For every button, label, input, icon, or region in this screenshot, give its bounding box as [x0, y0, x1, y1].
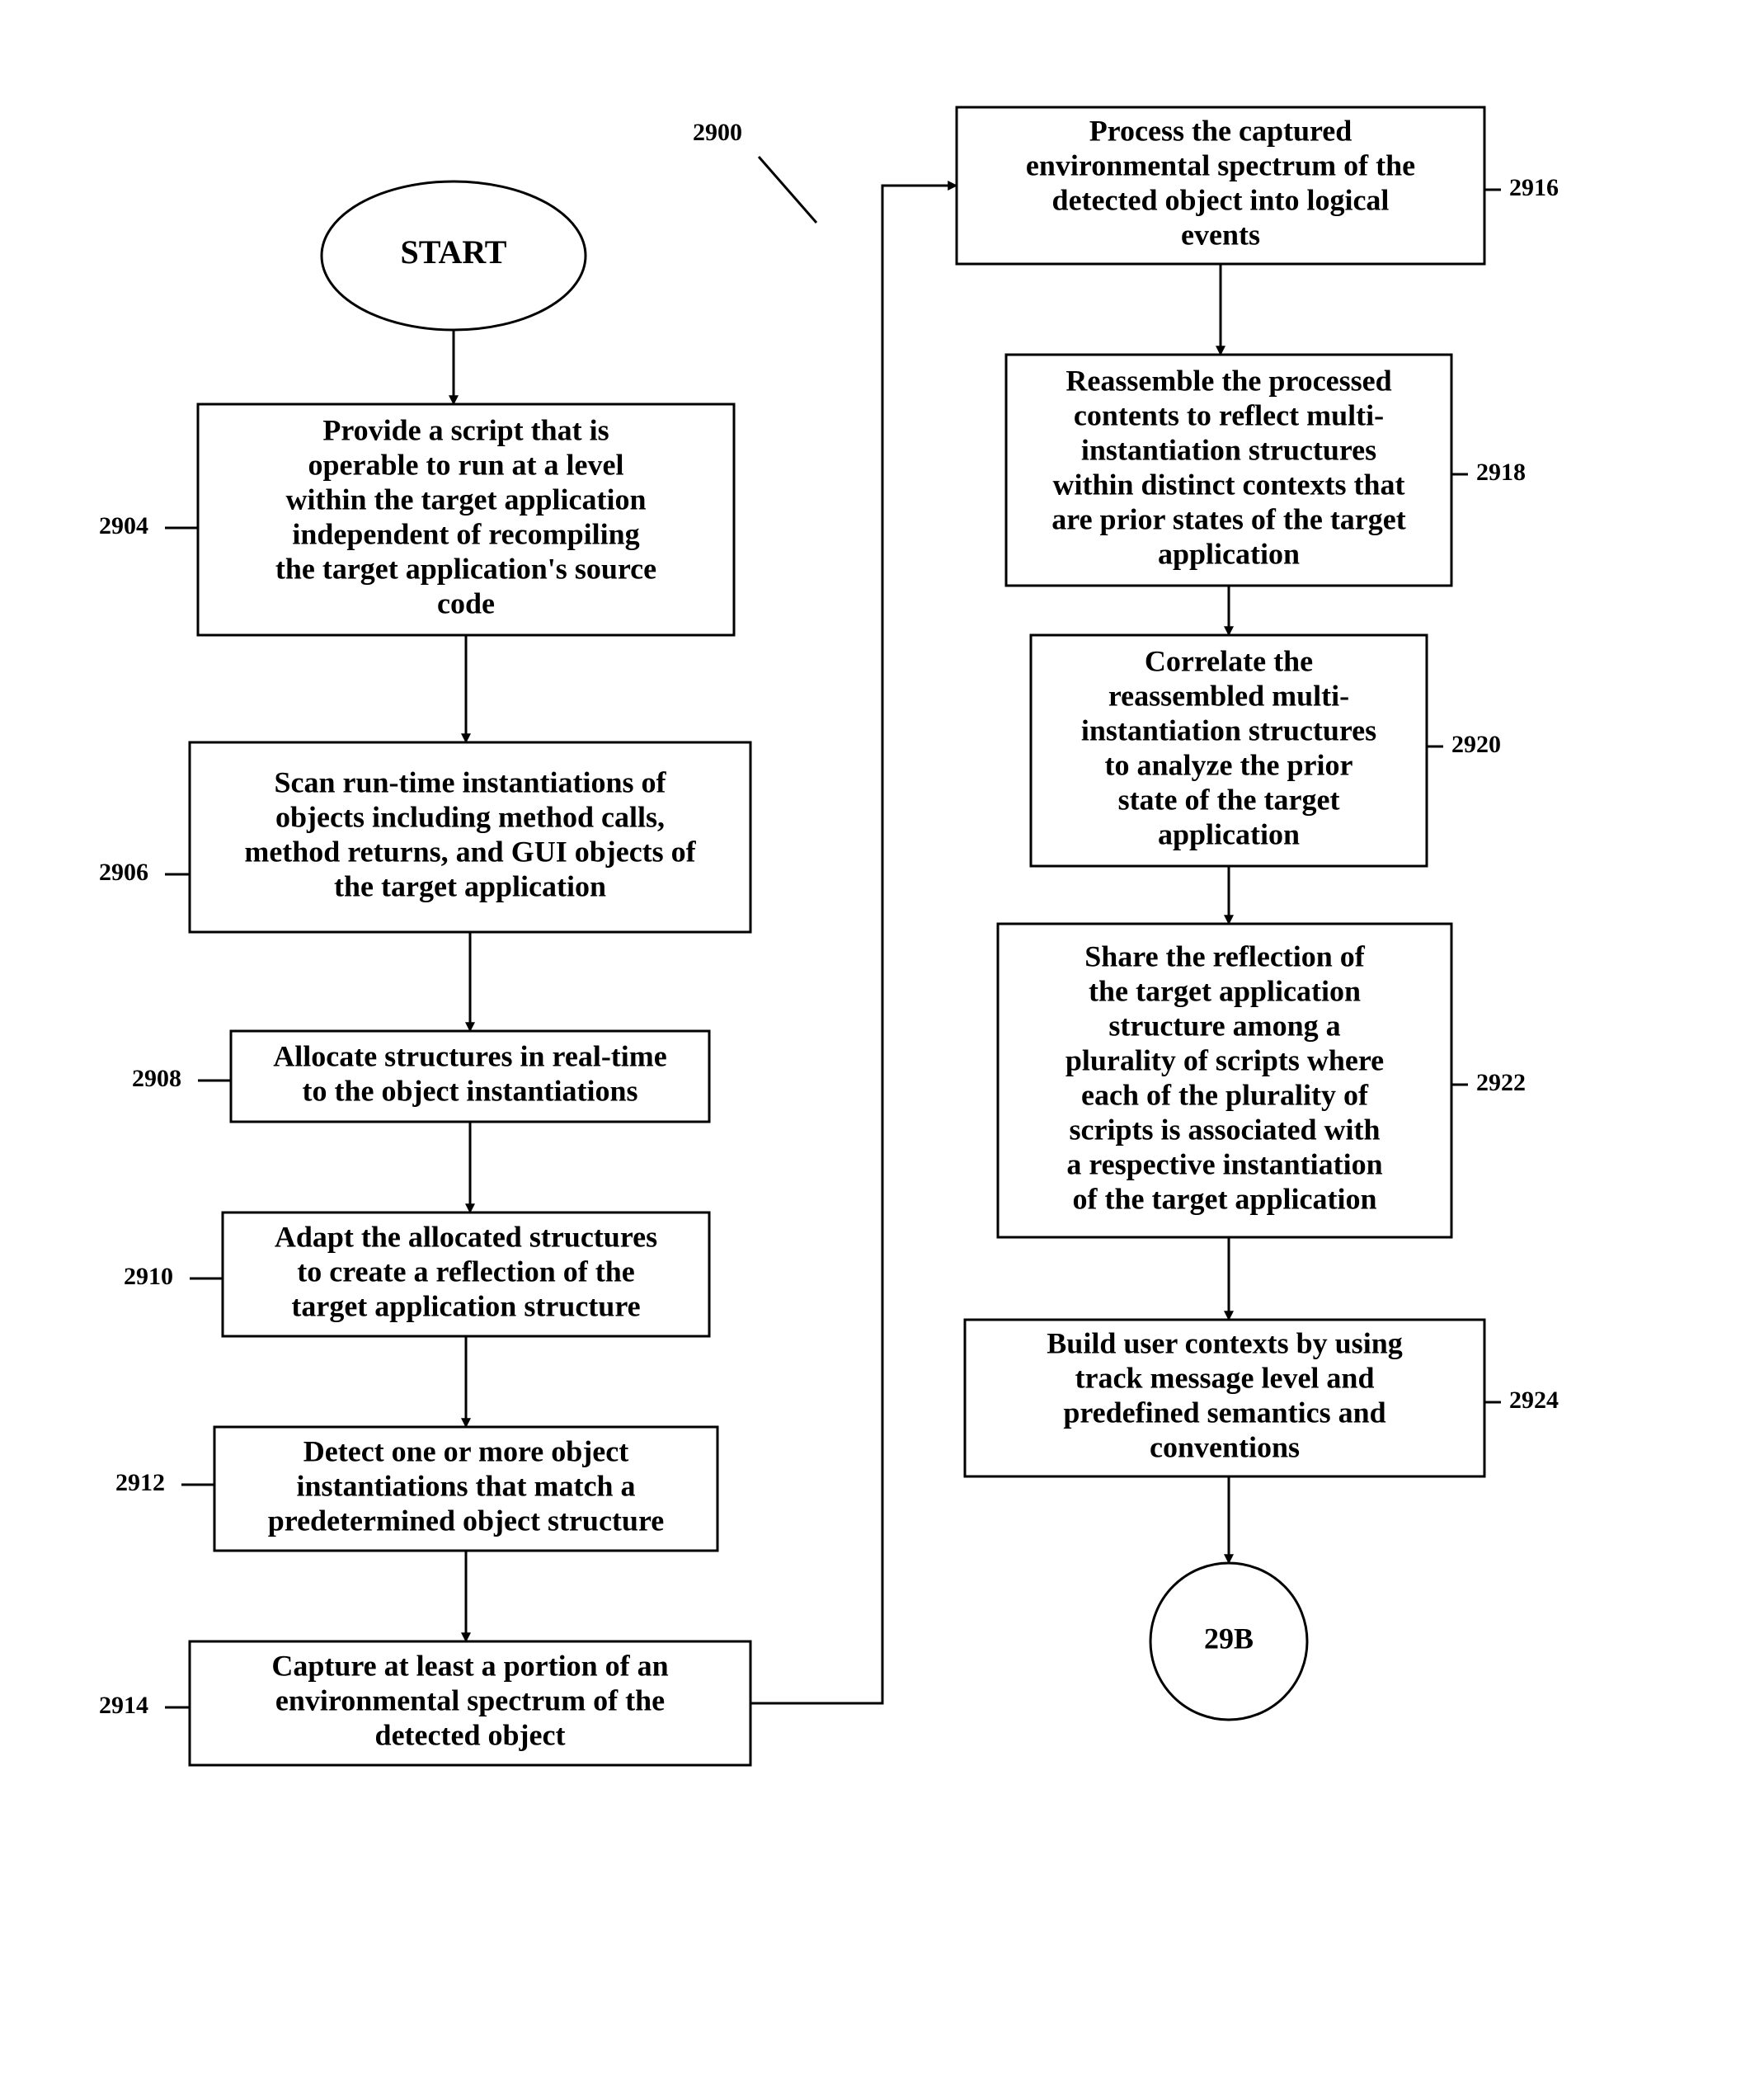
ref-2920: 2920 [1451, 731, 1501, 758]
node-end-label: 29B [1204, 1622, 1254, 1655]
node-n2910-label: Adapt the allocated structuresto create … [275, 1220, 657, 1322]
ref-2924: 2924 [1509, 1387, 1559, 1414]
ref-2914: 2914 [99, 1692, 148, 1719]
node-n2908: Allocate structures in real-timeto the o… [231, 1031, 709, 1122]
node-n2912-label: Detect one or more objectinstantiations … [268, 1434, 665, 1537]
figure-ref-label: 2900 [693, 119, 742, 146]
ref-2912: 2912 [115, 1469, 165, 1496]
figure-ref-tick [759, 157, 816, 223]
node-n2910: Adapt the allocated structuresto create … [223, 1212, 709, 1336]
node-n2916: Process the capturedenvironmental spectr… [957, 107, 1484, 264]
node-n2914: Capture at least a portion of anenvironm… [190, 1641, 750, 1765]
node-n2904: Provide a script that isoperable to run … [198, 404, 734, 635]
node-end: 29B [1150, 1563, 1307, 1720]
ref-2908: 2908 [132, 1065, 181, 1092]
node-n2918: Reassemble the processedcontents to refl… [1006, 355, 1451, 586]
edge-n2914-n2916 [750, 186, 957, 1703]
node-n2924: Build user contexts by usingtrack messag… [965, 1320, 1484, 1476]
ref-2922: 2922 [1476, 1069, 1526, 1096]
ref-2904: 2904 [99, 512, 148, 539]
node-n2912: Detect one or more objectinstantiations … [214, 1427, 717, 1551]
node-start: START [322, 181, 586, 330]
ref-2918: 2918 [1476, 459, 1526, 486]
ref-2910: 2910 [124, 1263, 173, 1290]
ref-2906: 2906 [99, 859, 148, 886]
node-n2920: Correlate thereassembled multi-instantia… [1031, 635, 1427, 866]
ref-2916: 2916 [1509, 174, 1559, 201]
node-n2906: Scan run-time instantiations ofobjects i… [190, 742, 750, 932]
node-n2922: Share the reflection ofthe target applic… [998, 924, 1451, 1237]
node-start-label: START [400, 233, 506, 271]
